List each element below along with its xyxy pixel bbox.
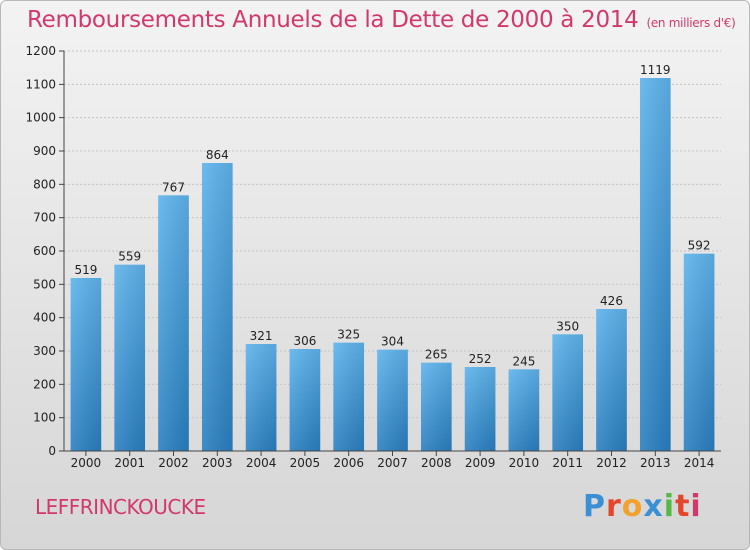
- value-label: 767: [162, 180, 185, 194]
- logo-letter: P: [583, 489, 606, 524]
- bar-shade: [552, 334, 584, 451]
- x-tick-label: 2009: [465, 456, 496, 470]
- bar-shade: [464, 367, 496, 451]
- logo-letter: o: [621, 489, 644, 524]
- bar-shade: [683, 253, 715, 451]
- y-tick-label: 800: [33, 177, 56, 191]
- value-label: 559: [118, 250, 141, 264]
- value-label: 1119: [640, 63, 671, 77]
- bar-shade: [114, 264, 146, 451]
- y-tick-label: 1000: [25, 111, 56, 125]
- chart-title-text: Remboursements Annuels de la Dette de 20…: [27, 7, 639, 33]
- x-tick-label: 2006: [333, 456, 364, 470]
- y-tick-label: 400: [33, 311, 56, 325]
- logo-letter: i: [690, 489, 702, 524]
- bar-shade: [639, 78, 671, 451]
- x-tick-label: 2010: [509, 456, 540, 470]
- chart-title: Remboursements Annuels de la Dette de 20…: [27, 7, 736, 33]
- logo-letter: x: [643, 489, 664, 524]
- x-tick-label: 2014: [684, 456, 715, 470]
- value-label: 350: [556, 319, 579, 333]
- x-tick-label: 2002: [158, 456, 189, 470]
- y-tick-label: 1200: [25, 44, 56, 58]
- x-tick-label: 2011: [552, 456, 583, 470]
- commune-name: LEFFRINCKOUCKE: [35, 495, 206, 519]
- y-tick-label: 900: [33, 144, 56, 158]
- x-tick-label: 2000: [71, 456, 102, 470]
- value-label: 592: [688, 239, 711, 253]
- y-tick-label: 100: [33, 411, 56, 425]
- x-tick-label: 2001: [114, 456, 145, 470]
- chart-unit: (en milliers d'€): [646, 16, 736, 30]
- value-label: 245: [512, 354, 535, 368]
- x-tick-label: 2004: [246, 456, 277, 470]
- x-tick-label: 2008: [421, 456, 452, 470]
- value-label: 426: [600, 294, 623, 308]
- y-tick-label: 1100: [25, 77, 56, 91]
- bar-shade: [70, 278, 102, 451]
- value-label: 325: [337, 328, 360, 342]
- value-label: 519: [74, 263, 97, 277]
- bar-shade: [158, 195, 189, 451]
- x-tick-label: 2003: [202, 456, 233, 470]
- y-tick-label: 300: [33, 344, 56, 358]
- y-tick-label: 200: [33, 377, 56, 391]
- bar-shade: [245, 344, 277, 451]
- value-label: 321: [250, 329, 273, 343]
- y-tick-label: 0: [48, 444, 56, 458]
- bar-shade: [289, 349, 321, 451]
- proxiti-logo: Proxiti: [583, 489, 702, 524]
- x-tick-label: 2012: [596, 456, 627, 470]
- x-tick-label: 2013: [640, 456, 671, 470]
- bar-shade: [377, 349, 408, 451]
- x-tick-label: 2005: [290, 456, 321, 470]
- bar-shade: [333, 342, 365, 451]
- bar-shade: [596, 309, 627, 451]
- value-label: 252: [469, 352, 492, 366]
- value-label: 265: [425, 348, 448, 362]
- value-label: 304: [381, 335, 404, 349]
- logo-letter: i: [663, 489, 676, 524]
- bar-shade: [508, 369, 540, 451]
- bar-shade: [201, 163, 233, 451]
- x-tick-label: 2007: [377, 456, 408, 470]
- bar-shade: [420, 362, 452, 451]
- value-label: 306: [293, 334, 316, 348]
- y-tick-label: 600: [33, 244, 56, 258]
- y-tick-label: 500: [33, 277, 56, 291]
- logo-letter: r: [606, 489, 622, 524]
- logo-letter: t: [675, 489, 691, 524]
- value-label: 864: [206, 148, 229, 162]
- y-tick-label: 700: [33, 211, 56, 225]
